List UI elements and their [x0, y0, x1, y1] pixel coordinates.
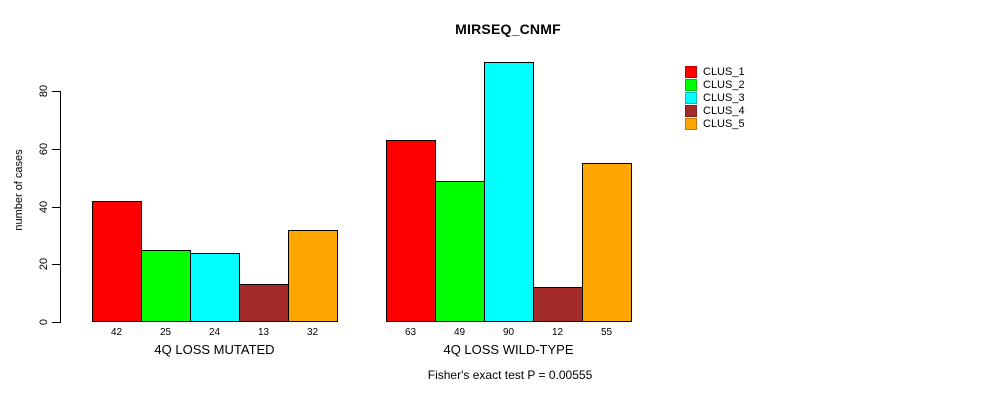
- legend: CLUS_1 CLUS_2 CLUS_3 CLUS_4 CLUS_5: [685, 66, 745, 131]
- bar: [484, 62, 534, 322]
- y-axis-tick: [52, 207, 60, 208]
- bar-value-label: 32: [306, 327, 319, 338]
- bar-value-label: 24: [208, 327, 221, 338]
- bar-value-label: 42: [110, 327, 123, 338]
- bar: [582, 163, 632, 322]
- legend-item-label: CLUS_2: [703, 79, 745, 91]
- bar: [386, 140, 436, 322]
- bar-value-label: 13: [257, 327, 270, 338]
- legend-swatch: [685, 118, 697, 130]
- bar-value-label: 63: [404, 327, 417, 338]
- bar: [141, 250, 191, 322]
- legend-item-label: CLUS_3: [703, 92, 745, 104]
- y-axis-line: [60, 91, 61, 323]
- bar: [435, 181, 485, 322]
- y-axis-tick: [52, 264, 60, 265]
- y-axis-tick-label: 40: [38, 200, 50, 214]
- legend-item: CLUS_4: [685, 105, 745, 117]
- x-category-label: 4Q LOSS MUTATED: [154, 342, 275, 357]
- bar: [288, 230, 338, 322]
- bar-value-label: 55: [600, 327, 613, 338]
- y-axis-tick-label: 80: [38, 84, 50, 98]
- bar-value-label: 49: [453, 327, 466, 338]
- legend-item: CLUS_2: [685, 79, 745, 91]
- legend-swatch: [685, 92, 697, 104]
- legend-item-label: CLUS_5: [703, 118, 745, 130]
- x-category-label: 4Q LOSS WILD-TYPE: [443, 342, 574, 357]
- legend-item-label: CLUS_4: [703, 105, 745, 117]
- legend-swatch: [685, 79, 697, 91]
- legend-item: CLUS_1: [685, 66, 745, 78]
- legend-swatch: [685, 105, 697, 117]
- bar: [239, 284, 289, 322]
- legend-item: CLUS_3: [685, 92, 745, 104]
- y-axis-tick: [52, 149, 60, 150]
- bar-value-label: 90: [502, 327, 515, 338]
- legend-swatch: [685, 66, 697, 78]
- chart-title: MIRSEQ_CNMF: [455, 21, 561, 37]
- y-axis-tick-label: 60: [38, 142, 50, 156]
- bar: [92, 201, 142, 322]
- y-axis-tick: [52, 322, 60, 323]
- legend-item: CLUS_5: [685, 118, 745, 130]
- bar-value-label: 25: [159, 327, 172, 338]
- y-axis-label: number of cases: [13, 149, 25, 231]
- bar-value-label: 12: [551, 327, 564, 338]
- y-axis-tick: [52, 91, 60, 92]
- y-axis-tick-label: 20: [38, 257, 50, 271]
- y-axis-tick-label: 0: [38, 318, 50, 326]
- bar: [533, 287, 583, 322]
- legend-item-label: CLUS_1: [703, 66, 745, 78]
- caption: Fisher's exact test P = 0.00555: [427, 368, 593, 382]
- bar: [190, 253, 240, 322]
